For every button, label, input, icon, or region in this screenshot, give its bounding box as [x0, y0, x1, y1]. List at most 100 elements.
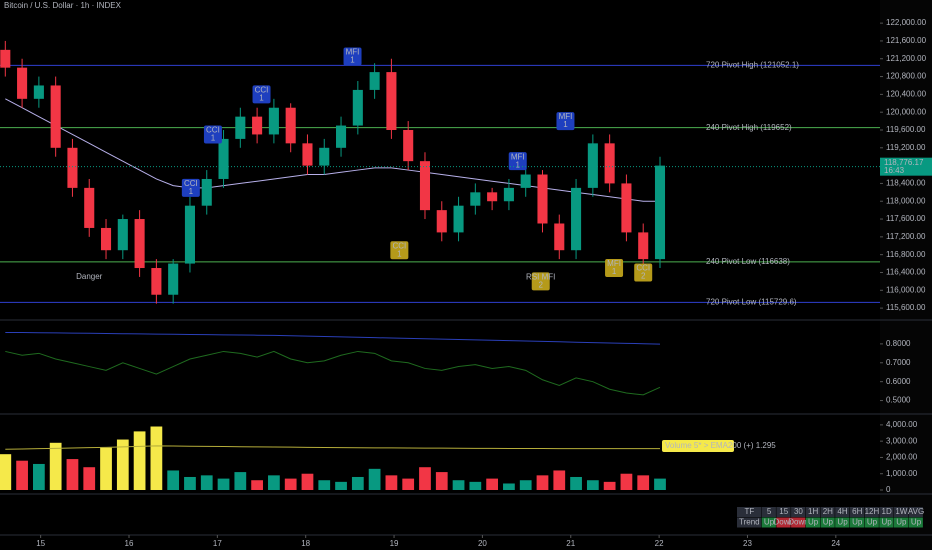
table-trend-cell — [879, 517, 894, 528]
moving-average — [5, 98, 660, 202]
candle-body — [33, 85, 44, 99]
table-trend-text: Down — [788, 518, 808, 527]
candle-body — [654, 165, 666, 260]
volume-bar — [586, 480, 599, 490]
table-header-cell — [864, 507, 879, 517]
signal-badge-label: MFI — [559, 112, 573, 121]
table-header-text: 1D — [882, 507, 892, 516]
signal-badge — [252, 85, 271, 104]
candle-body — [336, 125, 347, 148]
signal-badge-label: CCI — [206, 126, 220, 135]
volume-bar — [268, 475, 280, 490]
table-trend-cell — [835, 517, 850, 528]
table-header-cell — [805, 507, 820, 517]
candle-body — [520, 174, 531, 188]
y-tick-label: 4,000.00 — [886, 420, 918, 429]
y-tick-label: 118,000.00 — [886, 196, 926, 205]
x-tick-label: 23 — [743, 539, 752, 548]
table-trend-cell — [761, 517, 776, 528]
y-tick-label: 2,000.00 — [886, 453, 918, 462]
volume-bar — [217, 478, 230, 490]
table-header-text: 15 — [779, 507, 788, 516]
y-tick-label: 0 — [886, 485, 891, 494]
signal-badge — [343, 47, 362, 66]
volume-bar — [435, 472, 448, 490]
signal-badge-count: 1 — [189, 187, 194, 196]
last-price-label: 118,776.17 — [884, 158, 924, 167]
y-tick-label: 0.5000 — [886, 396, 911, 405]
volume-bar — [100, 447, 112, 490]
volume-bar — [486, 478, 499, 490]
table-header-text: 1W — [895, 507, 907, 516]
volume-bar — [637, 475, 650, 490]
volume-bar — [133, 431, 146, 490]
candle-body — [67, 147, 78, 188]
volume-bar — [284, 478, 297, 490]
y-tick-label: 119,600.00 — [886, 125, 926, 134]
candle-body — [453, 205, 464, 233]
volume-bar — [335, 481, 347, 490]
table-header-cell — [835, 507, 850, 517]
table-trend-cell — [894, 517, 909, 528]
candle-body — [252, 116, 263, 135]
table-trend-text: Up — [896, 518, 907, 527]
indicator-line — [5, 332, 661, 345]
table-trend-cell — [791, 517, 806, 528]
x-tick-label: 16 — [125, 539, 134, 548]
volume-bar — [49, 442, 62, 490]
volume-bar — [167, 470, 180, 490]
volume-bar — [318, 480, 331, 490]
table-header-text: 6H — [852, 507, 862, 516]
signal-badge — [390, 241, 409, 260]
signal-badge-count: 1 — [211, 134, 216, 143]
volume-bar — [16, 460, 28, 490]
signal-badge-label: CCI — [392, 241, 406, 250]
table-trend-text: Up — [867, 518, 878, 527]
table-trend-text: Up — [808, 518, 819, 527]
volume-bar — [0, 454, 12, 490]
x-tick-label: 21 — [566, 539, 575, 548]
x-tick-label: 24 — [831, 539, 840, 548]
volume-bar — [503, 483, 515, 490]
signal-badge-count: 2 — [641, 272, 646, 281]
candle-body — [470, 192, 481, 206]
y-tick-label: 117,600.00 — [886, 214, 926, 223]
volume-bar — [654, 478, 666, 490]
table-header-cell — [849, 507, 865, 517]
candle-body — [352, 89, 363, 126]
table-trend-cell — [737, 517, 762, 528]
y-tick-label: 1,000.00 — [886, 469, 918, 478]
chart-title: Bitcoin / U.S. Dollar · 1h · INDEX — [4, 1, 122, 10]
table-trend-text: Up — [911, 518, 922, 527]
volume-bar — [419, 467, 431, 490]
table-trend-text: Trend — [739, 518, 760, 527]
y-tick-label: 120,400.00 — [886, 89, 927, 98]
x-tick-label: 22 — [655, 539, 664, 548]
signal-badge — [605, 259, 624, 278]
level-label: 240 Pivot High (119652) — [706, 123, 792, 132]
candle-body — [487, 192, 498, 202]
candle-body — [319, 147, 330, 166]
signal-badge-label: MFI — [511, 152, 525, 161]
level-label: 720 Pivot Low (115729.6) — [706, 297, 797, 306]
candle-body — [168, 263, 179, 295]
candle-body — [436, 210, 447, 233]
level-label: 240 Pivot Low (116638) — [706, 257, 790, 266]
signal-badge — [556, 112, 575, 131]
indicator-line — [5, 350, 661, 396]
table-trend-cell — [776, 517, 791, 528]
y-tick-label: 120,000.00 — [886, 107, 927, 116]
candle-body — [100, 227, 112, 251]
signal-badge-label: MFI — [346, 48, 360, 57]
volume-bar — [116, 439, 129, 490]
candle-body — [84, 187, 95, 228]
signal-badge-label: MFI — [607, 259, 621, 268]
y-tick-label: 117,200.00 — [886, 232, 926, 241]
candle-body — [587, 143, 598, 188]
candle-body — [117, 219, 128, 251]
volume-bar — [603, 481, 616, 490]
signal-badge-count: 1 — [516, 160, 521, 169]
y-tick-label: 116,800.00 — [886, 250, 926, 259]
table-header-text: AVG — [908, 507, 924, 516]
table-header-text: 30 — [794, 507, 803, 516]
